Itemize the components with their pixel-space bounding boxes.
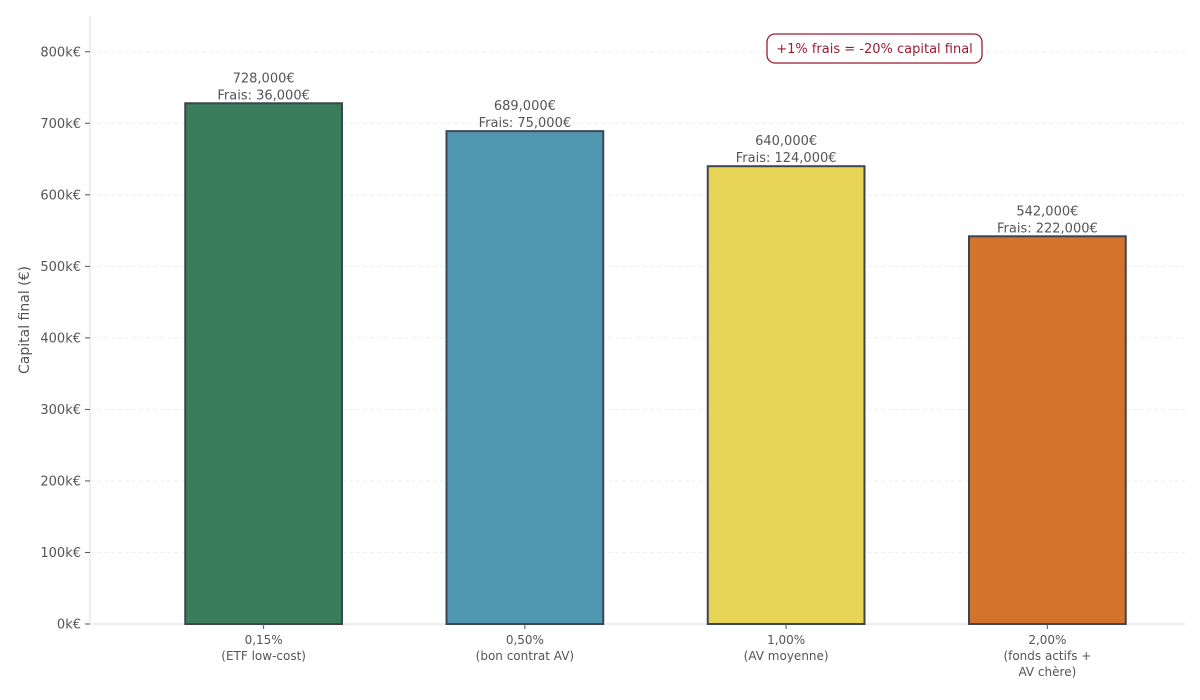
y-tick-label: 100k€ — [40, 546, 81, 561]
x-tick-label: (fonds actifs + — [1003, 649, 1091, 663]
bar-fee-label: Frais: 222,000€ — [997, 221, 1098, 236]
bar — [445, 130, 605, 625]
y-tick-label: 800k€ — [40, 45, 81, 60]
y-tick-label: 300k€ — [40, 403, 81, 418]
bar-fee-label: Frais: 36,000€ — [217, 88, 310, 103]
x-tick-label: 0,15% — [245, 633, 283, 647]
y-tick-label: 0k€ — [57, 618, 81, 633]
annotation-text: +1% frais = -20% capital final — [776, 42, 973, 57]
bar-value-label: 640,000€ — [755, 134, 817, 149]
bar-value-label: 689,000€ — [494, 99, 556, 114]
x-tick-label: 2,00% — [1028, 633, 1066, 647]
x-tick-label: (bon contrat AV) — [476, 649, 574, 663]
x-tick-label: (AV moyenne) — [744, 649, 829, 663]
y-tick-label: 700k€ — [40, 117, 81, 132]
bar-fee-label: Frais: 124,000€ — [736, 151, 837, 166]
y-tick-label: 600k€ — [40, 188, 81, 203]
annotation-frame — [766, 33, 983, 64]
bar-value-label: 542,000€ — [1016, 204, 1078, 219]
value-labels: 728,000€ Frais: 36,000€ 689,000€ Frais: 75,… — [217, 71, 1097, 236]
x-tick-label: AV chère) — [1018, 665, 1076, 679]
y-tick-label: 400k€ — [40, 331, 81, 346]
y-tick-label: 500k€ — [40, 260, 81, 275]
x-ticks: 0,15% (ETF low-cost) 0,50% (bon contrat AV)… — [221, 624, 1091, 679]
bar-value-label: 728,000€ — [233, 71, 295, 86]
bars — [184, 102, 1127, 626]
bar — [968, 235, 1127, 626]
bar-fee-label: Frais: 75,000€ — [479, 116, 572, 131]
annotation-box: +1% frais = -20% capital final — [766, 33, 983, 64]
x-tick-label: 0,50% — [506, 633, 544, 647]
y-tick-label: 200k€ — [40, 474, 81, 489]
y-ticks: 0k€ 100k€ 200k€ 300k€ 400k€ 500k€ 600k€ 700k€ 80… — [40, 45, 90, 633]
bar — [706, 165, 866, 625]
x-tick-label: 1,00% — [767, 633, 805, 647]
x-tick-label: (ETF low-cost) — [221, 649, 306, 663]
bar — [184, 102, 343, 626]
y-axis-title: Capital final (€) — [17, 266, 33, 374]
